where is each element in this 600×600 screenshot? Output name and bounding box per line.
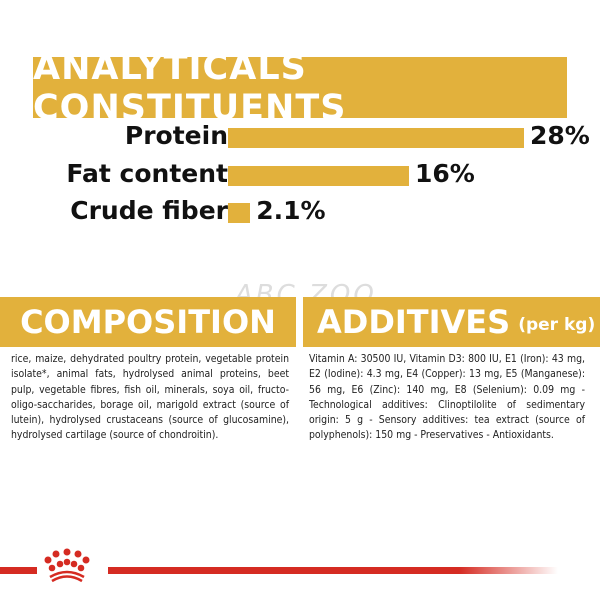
fat-bar (228, 166, 409, 186)
fiber-label: Crude fiber (70, 196, 228, 225)
additives-title: ADDITIVES (per kg) (303, 297, 600, 347)
protein-value: 28% (530, 121, 590, 150)
fat-value: 16% (414, 159, 475, 188)
additives-unit: (per kg) (518, 315, 596, 335)
composition-text: rice, maize, dehydrated poultry protein,… (11, 353, 289, 442)
brand-line-left (0, 567, 37, 574)
additives-title-text: ADDITIVES (317, 303, 511, 341)
protein-label: Protein (124, 121, 228, 150)
royal-canin-crown-icon (44, 548, 90, 583)
protein-bar (228, 128, 524, 148)
fiber-value: 2.1% (256, 196, 326, 225)
fiber-bar (228, 203, 251, 223)
fat-label: Fat content (66, 159, 228, 188)
brand-line-right (108, 567, 558, 574)
additives-text: Vitamin A: 30500 IU, Vitamin D3: 800 IU,… (309, 353, 585, 442)
composition-title: COMPOSITION (0, 297, 296, 347)
analytical-title: ANALYTICALS CONSTITUENTS (33, 48, 567, 128)
